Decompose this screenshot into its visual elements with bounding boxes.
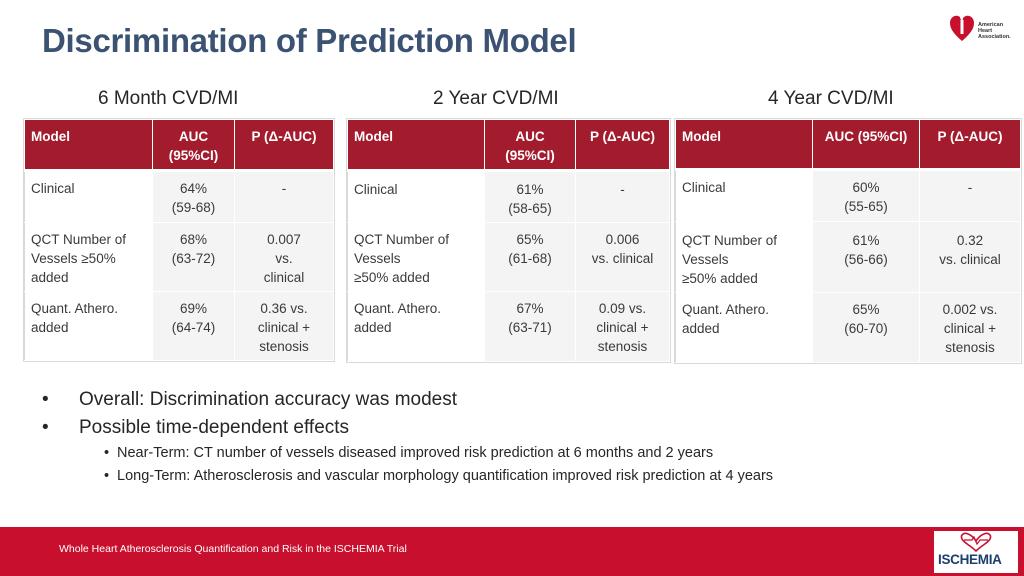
column-header-auc: AUC (95%CI) xyxy=(152,119,235,172)
sub-bullet-dot-icon: • xyxy=(104,467,110,484)
sub-bullet-item: • Near-Term: CT number of vessels diseas… xyxy=(42,442,773,465)
bullet-item: • Possible time-dependent effects xyxy=(42,414,773,442)
bullet-item: • Overall: Discrimination accuracy was m… xyxy=(42,386,773,414)
p-cell: 0.09 vs. clinical + stenosis xyxy=(575,291,670,362)
bullet-text: Overall: Discrimination accuracy was mod… xyxy=(79,389,458,410)
column-header-auc: AUC (95%CI) xyxy=(484,119,576,172)
heart-torch-icon xyxy=(950,13,974,41)
auc-cell: 67% (63-71) xyxy=(484,291,576,362)
column-header-model: Model xyxy=(347,119,485,172)
table-row: QCT Number of Vessels ≥50% added 61% (56… xyxy=(675,221,1021,293)
sub-bullet-dot-icon: • xyxy=(104,445,110,461)
model-cell: Clinical xyxy=(675,169,813,222)
table-row: Clinical 61% (58-65) - xyxy=(347,170,670,223)
ischemia-logo-text: ISCHEMIA xyxy=(938,552,1002,567)
results-table-2-year: Model AUC (95%CI) P (Δ-AUC) Clinical 61%… xyxy=(346,118,671,363)
model-cell: Clinical xyxy=(347,170,485,223)
p-cell: 0.36 vs. clinical + stenosis xyxy=(234,291,334,361)
section-heading-4-year: 4 Year CVD/MI xyxy=(768,88,894,109)
ischemia-logo: ISCHEMIA xyxy=(934,531,1018,573)
footer-text: Whole Heart Atherosclerosis Quantificati… xyxy=(59,543,407,555)
model-cell: Clinical xyxy=(24,170,153,223)
footer-bar: Whole Heart Atherosclerosis Quantificati… xyxy=(0,527,1024,576)
auc-cell: 61% (56-66) xyxy=(812,221,920,293)
p-cell: 0.006 vs. clinical xyxy=(575,222,670,292)
logo-text-line: American xyxy=(978,22,1004,28)
table-header-row: Model AUC (95%CI) P (Δ-AUC) xyxy=(675,119,1021,171)
auc-cell: 68% (63-72) xyxy=(152,222,235,292)
auc-cell: 60% (55-65) xyxy=(812,169,920,222)
model-cell: Quant. Athero. added xyxy=(24,291,153,361)
p-cell: 0.32 vs. clinical xyxy=(919,221,1021,293)
table-row: Clinical 64% (59-68) - xyxy=(24,170,334,223)
results-table-4-year: Model AUC (95%CI) P (Δ-AUC) Clinical 60%… xyxy=(674,118,1022,364)
auc-cell: 64% (59-68) xyxy=(152,170,235,223)
model-cell: QCT Number of Vessels ≥50% added xyxy=(24,222,153,292)
model-cell: QCT Number of Vessels ≥50% added xyxy=(675,221,813,293)
table-row: QCT Number of Vessels ≥50% added 68% (63… xyxy=(24,222,334,292)
table-row: Quant. Athero. added 67% (63-71) 0.09 vs… xyxy=(347,291,670,362)
table-row: Quant. Athero. added 69% (64-74) 0.36 vs… xyxy=(24,291,334,361)
logo-text-line: Heart xyxy=(978,27,993,34)
bullet-dot-icon: • xyxy=(42,417,49,438)
sub-bullet-text: Long-Term: Atherosclerosis and vascular … xyxy=(117,467,774,484)
sub-bullet-text: Near-Term: CT number of vessels diseased… xyxy=(117,445,714,461)
table-header-row: Model AUC (95%CI) P (Δ-AUC) xyxy=(24,119,334,172)
p-cell: - xyxy=(234,170,334,223)
auc-cell: 65% (61-68) xyxy=(484,222,576,292)
p-cell: 0.002 vs. clinical + stenosis xyxy=(919,292,1021,363)
heart-outline-icon xyxy=(960,532,992,553)
bullet-text: Possible time-dependent effects xyxy=(79,417,350,438)
column-header-p: P (Δ-AUC) xyxy=(575,119,670,172)
logo-text-line: Association. xyxy=(978,33,1011,40)
column-header-model: Model xyxy=(675,119,813,171)
results-table-6-month: Model AUC (95%CI) P (Δ-AUC) Clinical 64%… xyxy=(23,118,335,362)
table-header-row: Model AUC (95%CI) P (Δ-AUC) xyxy=(347,119,670,172)
column-header-model: Model xyxy=(24,119,153,172)
column-header-auc: AUC (95%CI) xyxy=(812,119,920,171)
page-title: Discrimination of Prediction Model xyxy=(42,22,577,59)
sub-bullet-item: • Long-Term: Atherosclerosis and vascula… xyxy=(42,465,773,488)
table-row: QCT Number of Vessels ≥50% added 65% (61… xyxy=(347,222,670,292)
section-heading-2-year: 2 Year CVD/MI xyxy=(433,88,559,109)
column-header-p: P (Δ-AUC) xyxy=(234,119,334,172)
table-row: Quant. Athero. added 65% (60-70) 0.002 v… xyxy=(675,292,1021,363)
p-cell: 0.007 vs. clinical xyxy=(234,222,334,292)
column-header-p: P (Δ-AUC) xyxy=(919,119,1021,171)
p-cell: - xyxy=(919,169,1021,222)
auc-cell: 69% (64-74) xyxy=(152,291,235,361)
aha-logo: American Heart Association. xyxy=(948,10,1018,44)
auc-cell: 61% (58-65) xyxy=(484,170,576,223)
auc-cell: 65% (60-70) xyxy=(812,292,920,363)
p-cell: - xyxy=(575,170,670,223)
model-cell: Quant. Athero. added xyxy=(347,291,485,362)
section-heading-6-month: 6 Month CVD/MI xyxy=(98,88,239,109)
bullet-dot-icon: • xyxy=(42,389,49,410)
bullet-list: • Overall: Discrimination accuracy was m… xyxy=(42,386,773,487)
model-cell: QCT Number of Vessels ≥50% added xyxy=(347,222,485,292)
model-cell: Quant. Athero. added xyxy=(675,292,813,363)
table-row: Clinical 60% (55-65) - xyxy=(675,169,1021,222)
